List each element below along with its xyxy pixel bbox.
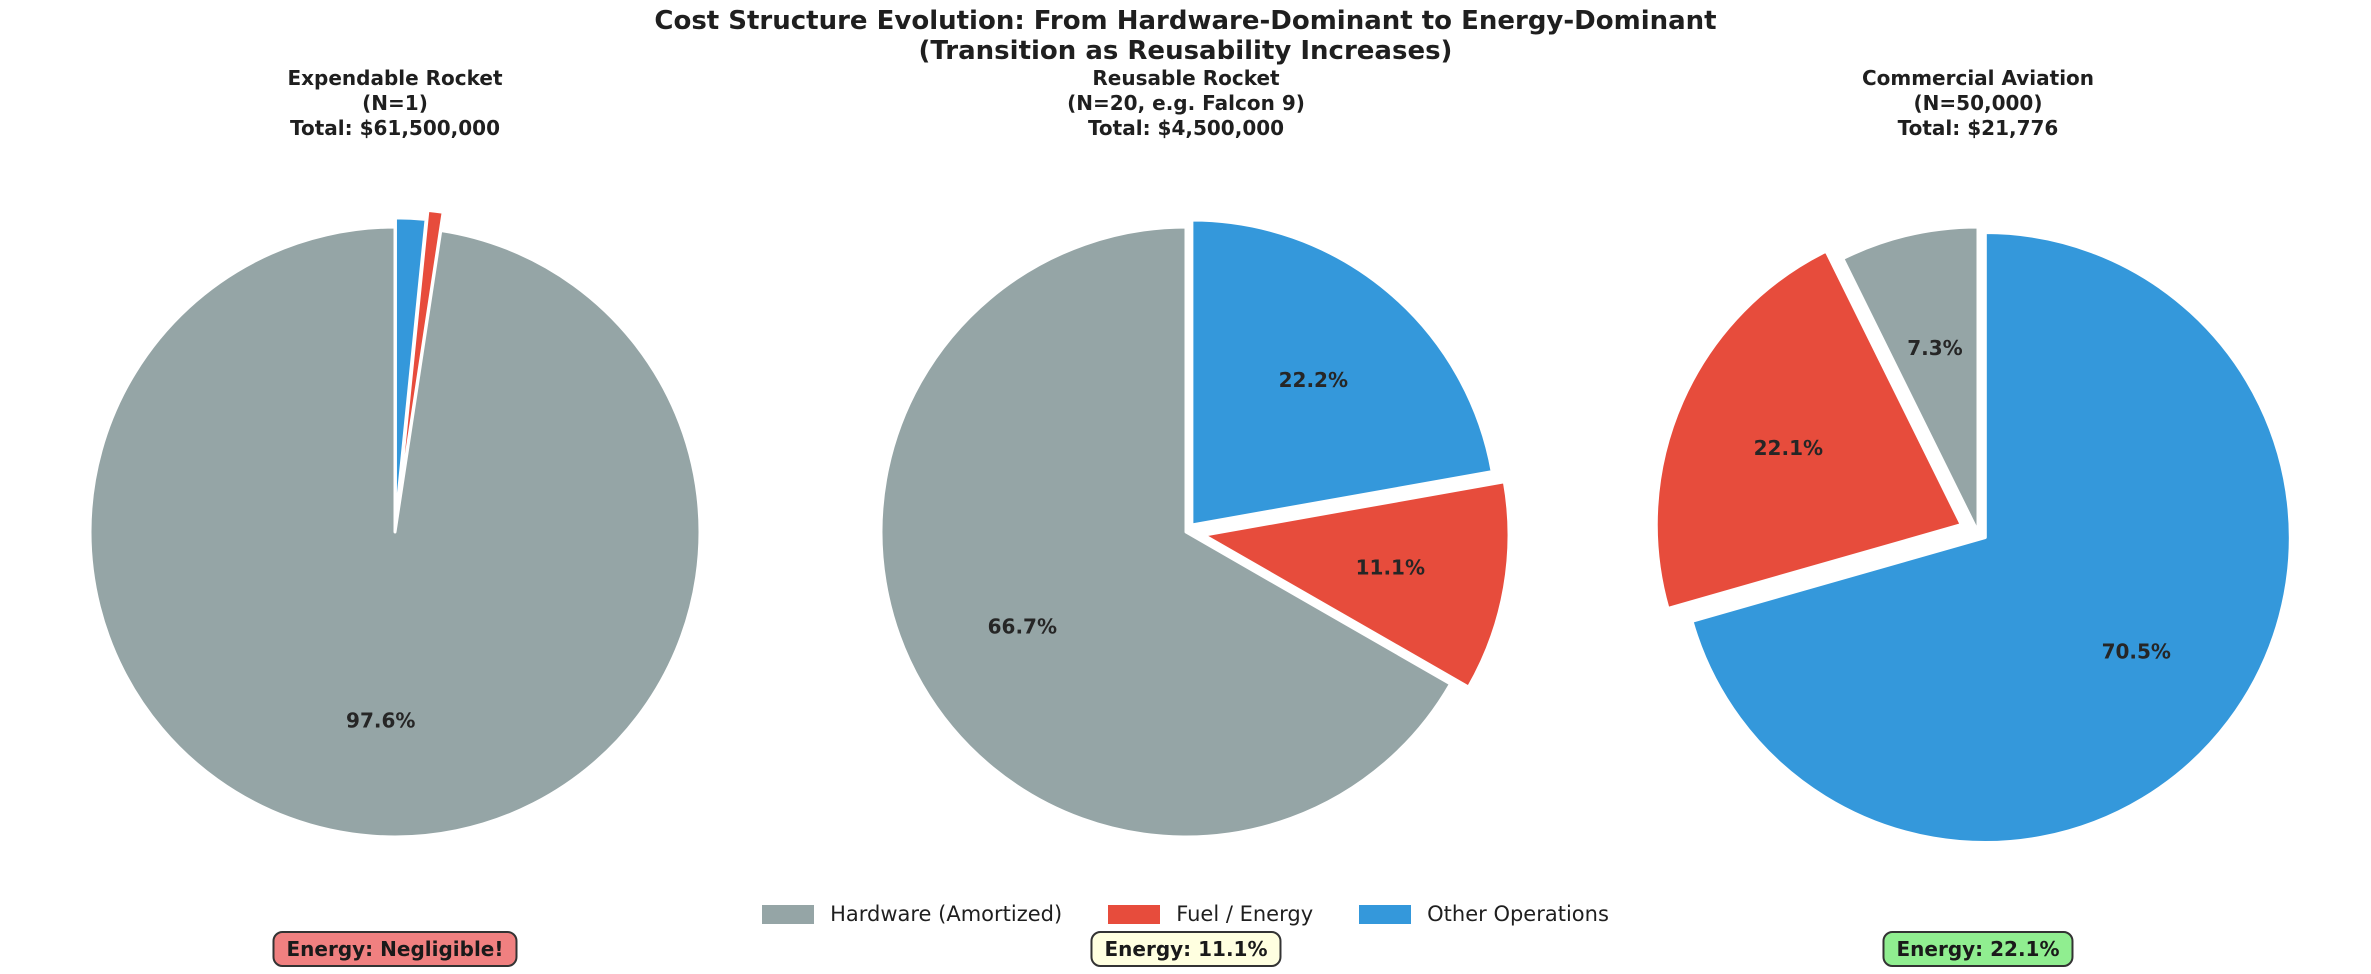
pie-percent-label: 22.2% [1279,368,1348,392]
chart-title-commercial-aviation: Commercial Aviation (N=50,000) Total: $2… [1668,66,2288,141]
pie-slice-hardware-amortized [879,225,1452,839]
figure-subtitle: (Transition as Reusability Increases) [918,36,1453,66]
annotation-energy-22-1: Energy: 22.1% [1882,931,2074,967]
pie-slice-hardware-amortized [1841,225,1980,534]
figure-title: Cost Structure Evolution: From Hardware-… [654,6,1717,36]
pie-chart-expendable-rocket: 97.6% [45,182,745,882]
pie-svg: 97.6% [88,208,702,839]
pie-svg: 7.3% 22.1% 70.5% [1654,225,2292,845]
legend-swatch-other-operations [1359,904,1412,924]
pie-slice-hardware-amortized [88,225,702,839]
legend-swatch-hardware [762,904,815,924]
pie-percent-label: 70.5% [2102,639,2171,663]
annotation-energy-11-1: Energy: 11.1% [1090,931,1282,967]
legend-label: Fuel / Energy [1176,902,1314,926]
chart-title-expendable-rocket: Expendable Rocket (N=1) Total: $61,500,0… [85,66,705,141]
chart-title-line: Commercial Aviation [1861,66,2095,90]
legend-item-fuel-energy: Fuel / Energy [1108,902,1313,926]
chart-title-line: Reusable Rocket [1092,66,1280,90]
legend-item-hardware: Hardware (Amortized) [762,902,1062,926]
pie-slice-other-operations [1690,231,2292,845]
legend-item-other-operations: Other Operations [1359,902,1609,926]
pie-percent-label: 7.3% [1907,336,1962,360]
pie-slice-fuel-energy [1654,249,1963,610]
pie-percent-label: 22.1% [1754,436,1823,460]
legend-swatch-fuel-energy [1108,904,1161,924]
chart-title-line: Total: $21,776 [1897,116,2059,140]
pie-slice-fuel-energy [395,208,445,516]
pie-chart-reusable-rocket: 66.7% 11.1% 22.2% [836,182,1536,882]
pie-percent-label: 97.6% [346,709,415,733]
chart-title-line: (N=20, e.g. Falcon 9) [1067,91,1305,115]
pie-chart-commercial-aviation: 7.3% 22.1% 70.5% [1628,182,2328,882]
chart-title-line: Total: $4,500,000 [1087,116,1285,140]
chart-title-line: Expendable Rocket [287,66,503,90]
chart-title-reusable-rocket: Reusable Rocket (N=20, e.g. Falcon 9) To… [876,66,1496,141]
legend-label: Other Operations [1427,902,1609,926]
pie-slice-fuel-energy [1202,480,1511,689]
legend-label: Hardware (Amortized) [830,902,1063,926]
chart-title-line: (N=50,000) [1913,91,2043,115]
pie-percent-label: 11.1% [1356,556,1425,580]
pie-slice-other-operations [393,216,428,525]
pie-slice-other-operations [1190,218,1494,527]
chart-title-line: (N=1) [362,91,428,115]
pie-svg: 66.7% 11.1% 22.2% [879,218,1511,839]
figure-title-block: Cost Structure Evolution: From Hardware-… [0,6,2371,66]
annotation-energy-negligible: Energy: Negligible! [272,931,518,967]
pie-percent-label: 66.7% [988,615,1057,639]
legend: Hardware (Amortized) Fuel / Energy Other… [0,902,2371,926]
chart-title-line: Total: $61,500,000 [289,116,501,140]
